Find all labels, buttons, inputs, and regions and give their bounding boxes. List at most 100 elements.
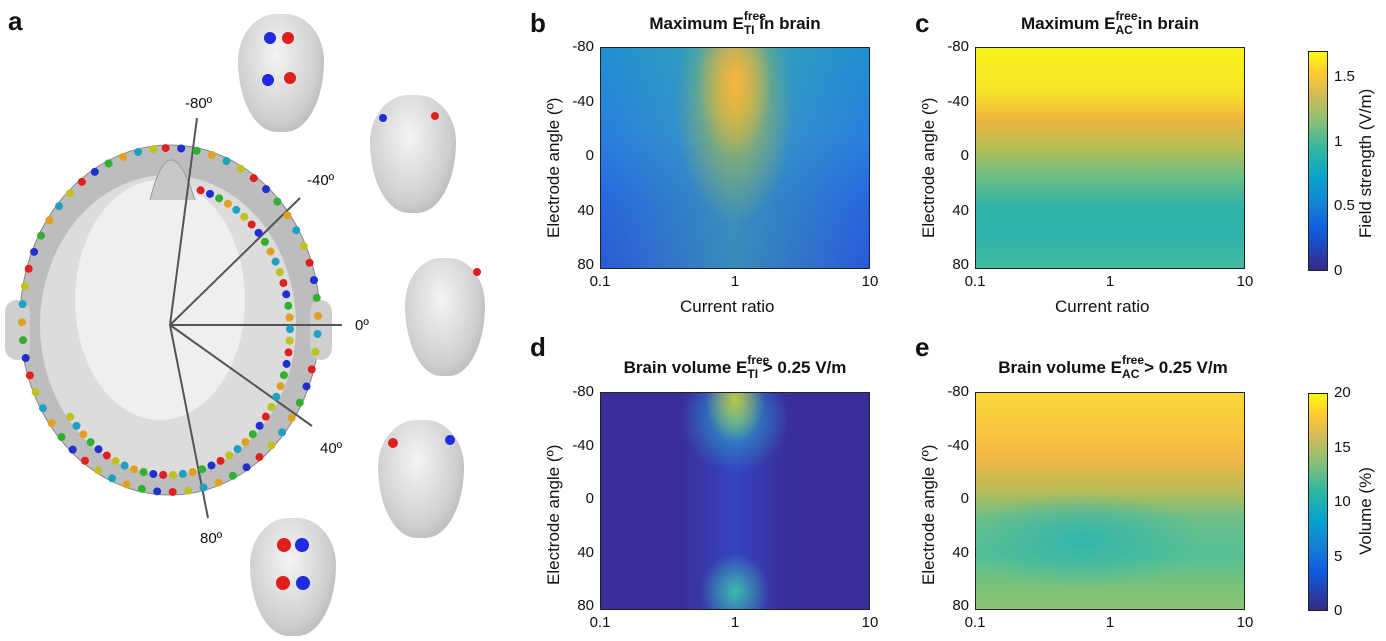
electrode-dot xyxy=(295,398,304,407)
panel-b-ytick: 40 xyxy=(577,201,594,219)
electrode-dot xyxy=(139,468,148,477)
electrode-dot xyxy=(65,189,74,198)
electrode-dot xyxy=(266,247,275,256)
panel-d-letter: d xyxy=(530,332,546,362)
panel-e-xtick: 10 xyxy=(1236,614,1254,631)
colorbar-top-tick: 0.5 xyxy=(1334,197,1355,215)
electrode-dot xyxy=(207,150,216,159)
colorbar-top-tick: 0 xyxy=(1334,262,1343,279)
electrode-dot xyxy=(18,300,27,309)
electrode-dot xyxy=(305,258,314,267)
electrode-dot xyxy=(18,318,27,327)
colorbar-top-tick: 1.5 xyxy=(1334,67,1355,85)
electrode-dot xyxy=(68,445,77,454)
colorbar-bottom-tick: 20 xyxy=(1334,384,1351,401)
electrode-dot xyxy=(261,412,270,421)
colorbar-bottom-tick: 0 xyxy=(1334,602,1343,619)
electrode-dot xyxy=(178,469,187,478)
electrode-dot xyxy=(249,174,258,183)
electrode-dot xyxy=(168,487,177,496)
electrode-dot xyxy=(292,226,301,235)
panel-e-ytick: -40 xyxy=(947,436,969,454)
electrode-dot xyxy=(275,268,284,277)
electrode-dot xyxy=(279,371,288,380)
angle-label-0: 0º xyxy=(355,317,369,334)
electrode-dot xyxy=(255,453,264,462)
electrode-dot xyxy=(284,348,293,357)
panel-d-xtick: 10 xyxy=(861,614,879,631)
electrode-dot xyxy=(45,216,54,225)
colorbar-bottom-tick: 15 xyxy=(1334,438,1351,456)
electrode-dot xyxy=(312,293,321,302)
head-electrodes xyxy=(262,32,481,590)
head-back-view-2 xyxy=(250,518,336,636)
panel-b-letter: b xyxy=(530,8,546,38)
angle-label-40: 40º xyxy=(320,440,343,457)
electrode-dot xyxy=(267,402,276,411)
electrode-dot xyxy=(120,461,129,470)
panel-d-ytick: 0 xyxy=(585,490,594,507)
panel-e-ytick: 40 xyxy=(952,543,969,561)
electrode-dot xyxy=(279,279,288,288)
electrode-dot xyxy=(282,359,291,368)
electrode-dot xyxy=(206,189,215,198)
panel-b-xtick: 10 xyxy=(861,273,879,290)
electrode-dot xyxy=(309,276,318,285)
electrode-dot xyxy=(215,194,224,203)
electrode-dot xyxy=(262,185,271,194)
panel-e-xtick: 0.1 xyxy=(964,614,986,631)
panel-e-ytick: 80 xyxy=(952,597,969,614)
electrode-dot xyxy=(21,354,30,363)
angle-label-80: 80º xyxy=(200,530,223,547)
panel-b-xtick: 1 xyxy=(730,273,740,290)
electrode-dot xyxy=(24,264,33,273)
electrode-dot xyxy=(80,456,89,465)
electrode-dot xyxy=(260,237,269,246)
electrode-dot xyxy=(90,167,99,176)
electrode-dot xyxy=(19,336,28,345)
angle-label-minus40: -40º xyxy=(307,172,335,189)
panel-a-letter: a xyxy=(8,6,23,36)
electrode-dot xyxy=(25,371,34,380)
colorbar-bottom-tick: 10 xyxy=(1334,493,1351,510)
panel-c-title: Maximum EfreeAC in brain xyxy=(1021,9,1199,37)
electrode-dot xyxy=(255,421,264,430)
electrode-dot xyxy=(233,445,242,454)
electrode-dot xyxy=(149,469,158,478)
electrode-dot xyxy=(313,311,322,320)
electrode-dot xyxy=(242,463,251,472)
electrode-dot xyxy=(188,468,197,477)
panel-c-letter: c xyxy=(915,8,930,38)
electrode-dot xyxy=(199,483,208,492)
electrode-dot xyxy=(311,347,320,356)
panel-b-ytick: 80 xyxy=(577,256,594,273)
panel-b-ylabel: Electrode angle (º) xyxy=(544,97,563,238)
electrode-dot xyxy=(207,461,216,470)
electrode-dot xyxy=(94,445,103,454)
electrode-dot xyxy=(285,325,294,334)
electrode-dot xyxy=(240,212,249,221)
electrode-dot xyxy=(313,329,322,338)
electrode-dot xyxy=(177,144,186,153)
electrode-dot xyxy=(55,202,64,211)
panel-b-xlabel: Current ratio xyxy=(680,297,775,316)
electrode-dot xyxy=(153,487,162,496)
electrode-dot xyxy=(285,336,294,345)
electrode-dot xyxy=(159,470,168,479)
panel-c-xtick: 10 xyxy=(1236,273,1254,290)
electrode-dot xyxy=(38,404,47,413)
heatmap-b xyxy=(600,47,870,269)
electrode-dot xyxy=(108,474,117,483)
electrode-dot xyxy=(214,478,223,487)
electrode-dot xyxy=(86,438,95,447)
electrode-dot xyxy=(254,228,263,237)
electrode-dot xyxy=(307,365,316,374)
electrode-dot xyxy=(222,156,231,165)
electrode-dot xyxy=(282,290,291,299)
panel-d-ytick: 80 xyxy=(577,597,594,614)
panel-e-title: Brain volume EfreeAC > 0.25 V/m xyxy=(998,353,1228,381)
panel-d-title: Brain volume EfreeTI > 0.25 V/m xyxy=(623,353,847,381)
panel-d-ytick: 40 xyxy=(577,543,594,561)
electrode-dot xyxy=(302,382,311,391)
electrode-dot xyxy=(284,301,293,310)
